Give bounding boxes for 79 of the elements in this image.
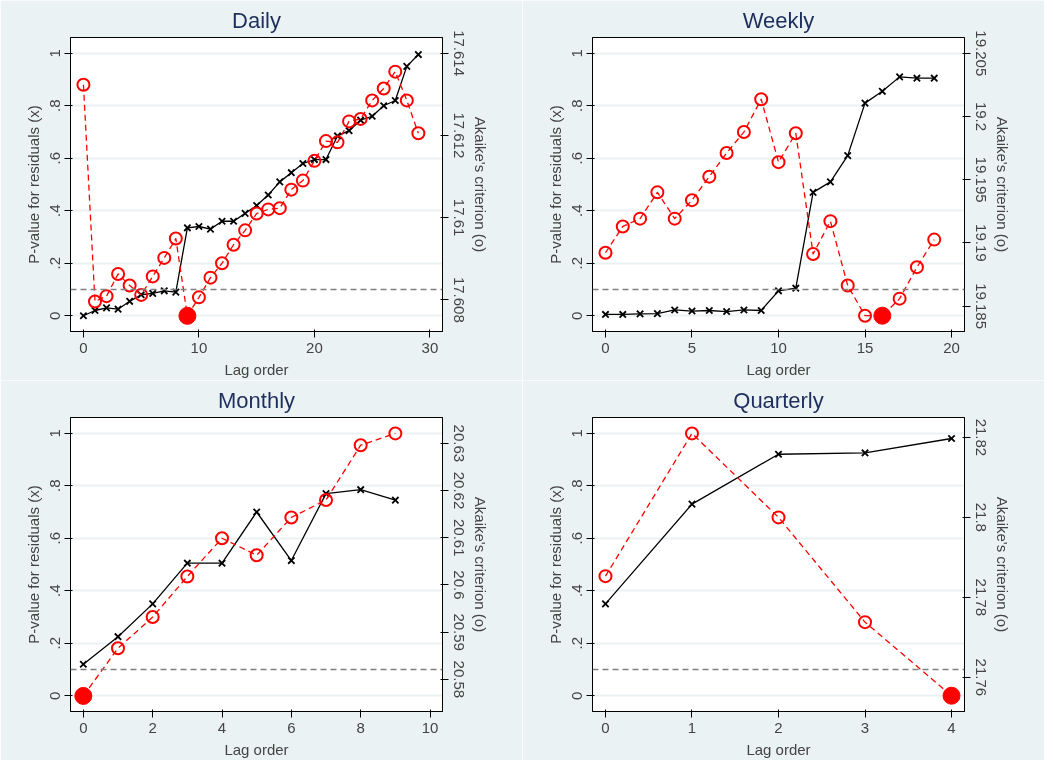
x-axis-title: Lag order <box>224 740 289 758</box>
x-tick-label: 2 <box>148 718 157 736</box>
y-tick-label: .4 <box>45 204 63 217</box>
y2-tick-label: 20.62 <box>450 471 468 510</box>
y2-tick-label: 17.61 <box>450 198 468 237</box>
x-tick-label: 10 <box>421 718 439 736</box>
y-tick-label: .2 <box>45 636 63 650</box>
y-tick-label: .8 <box>567 99 585 112</box>
x-tick-label: 10 <box>770 338 787 356</box>
y2-tick-label: 19.19 <box>972 224 990 262</box>
y2-tick-label: 21.8 <box>972 502 990 532</box>
x-axis-title: Lag order <box>746 360 811 378</box>
x-tick-label: 1 <box>687 718 697 736</box>
y-tick-label: .4 <box>567 584 585 597</box>
y-tick-label: .6 <box>45 531 63 545</box>
y2-tick-label: 17.612 <box>450 112 468 159</box>
y2-axis-title: Akaike's criterion (o) <box>471 496 489 633</box>
y2-tick-label: 21.78 <box>972 578 990 617</box>
y2-tick-label: 20.59 <box>450 613 468 651</box>
x-tick-label: 6 <box>287 718 296 736</box>
y-tick-label: .8 <box>567 479 585 492</box>
x-tick-label: 0 <box>601 718 610 736</box>
chart-title: Monthly <box>217 387 296 413</box>
y-tick-label: .2 <box>567 256 585 270</box>
y2-tick-label: 20.61 <box>450 518 468 557</box>
chart-title: Daily <box>232 7 281 33</box>
chart-title: Weekly <box>742 7 815 33</box>
y-tick-label: .4 <box>567 204 585 217</box>
y-tick-label: .6 <box>567 151 585 165</box>
y-tick-label: 0 <box>45 311 63 320</box>
y2-tick-label: 19.185 <box>972 283 990 330</box>
y-tick-label: 1 <box>567 429 585 438</box>
x-tick-label: 4 <box>947 718 956 736</box>
y-tick-label: .8 <box>45 99 63 112</box>
x-axis-title: Lag order <box>746 740 811 758</box>
y2-axis-title: Akaike's criterion (o) <box>993 496 1011 633</box>
x-tick-label: 20 <box>943 338 960 356</box>
x-axis-title: Lag order <box>224 360 289 378</box>
y-tick-label: .6 <box>45 151 63 165</box>
y2-tick-label: 20.63 <box>450 424 468 463</box>
y-tick-label: .8 <box>45 479 63 492</box>
y-tick-label: .2 <box>45 256 63 270</box>
y-tick-label: 1 <box>567 49 585 58</box>
y-tick-label: .6 <box>567 531 585 545</box>
y2-tick-label: 20.6 <box>450 570 468 600</box>
y2-tick-label: 17.614 <box>450 30 468 77</box>
y2-tick-label: 19.2 <box>972 101 990 132</box>
x-tick-label: 15 <box>856 338 874 356</box>
x-tick-label: 0 <box>601 338 610 356</box>
y2-axis-title: Akaike's criterion (o) <box>471 116 489 253</box>
x-tick-label: 10 <box>190 338 208 356</box>
y-tick-label: 0 <box>567 691 585 700</box>
y-tick-label: .4 <box>45 584 63 597</box>
y-tick-label: 1 <box>45 429 63 438</box>
x-tick-label: 3 <box>860 718 870 736</box>
x-tick-label: 5 <box>687 338 697 356</box>
x-tick-label: 0 <box>79 718 88 736</box>
y-axis-title: P-value for residuals (x) <box>24 485 42 644</box>
y-tick-label: 1 <box>45 49 63 58</box>
x-tick-label: 4 <box>217 718 227 736</box>
y2-tick-label: 19.195 <box>972 156 990 203</box>
x-tick-label: 20 <box>306 338 323 356</box>
y2-tick-label: 19.205 <box>972 30 990 77</box>
x-tick-label: 0 <box>79 338 88 356</box>
y-axis-title: P-value for residuals (x) <box>546 485 564 644</box>
y2-tick-label: 17.608 <box>450 276 468 323</box>
chart-title: Quarterly <box>733 387 824 413</box>
x-tick-label: 30 <box>421 338 439 356</box>
x-tick-label: 8 <box>356 718 365 736</box>
y-tick-label: 0 <box>45 691 63 700</box>
y-axis-title: P-value for residuals (x) <box>546 105 564 264</box>
y-tick-label: 0 <box>567 311 585 320</box>
x-tick-label: 2 <box>774 718 783 736</box>
y2-axis-title: Akaike's criterion (o) <box>993 116 1011 253</box>
y2-tick-label: 21.82 <box>972 418 990 457</box>
y-tick-label: .2 <box>567 636 585 650</box>
y2-tick-label: 21.76 <box>972 658 990 697</box>
y2-tick-label: 20.58 <box>450 660 468 699</box>
y-axis-title: P-value for residuals (x) <box>24 105 42 264</box>
